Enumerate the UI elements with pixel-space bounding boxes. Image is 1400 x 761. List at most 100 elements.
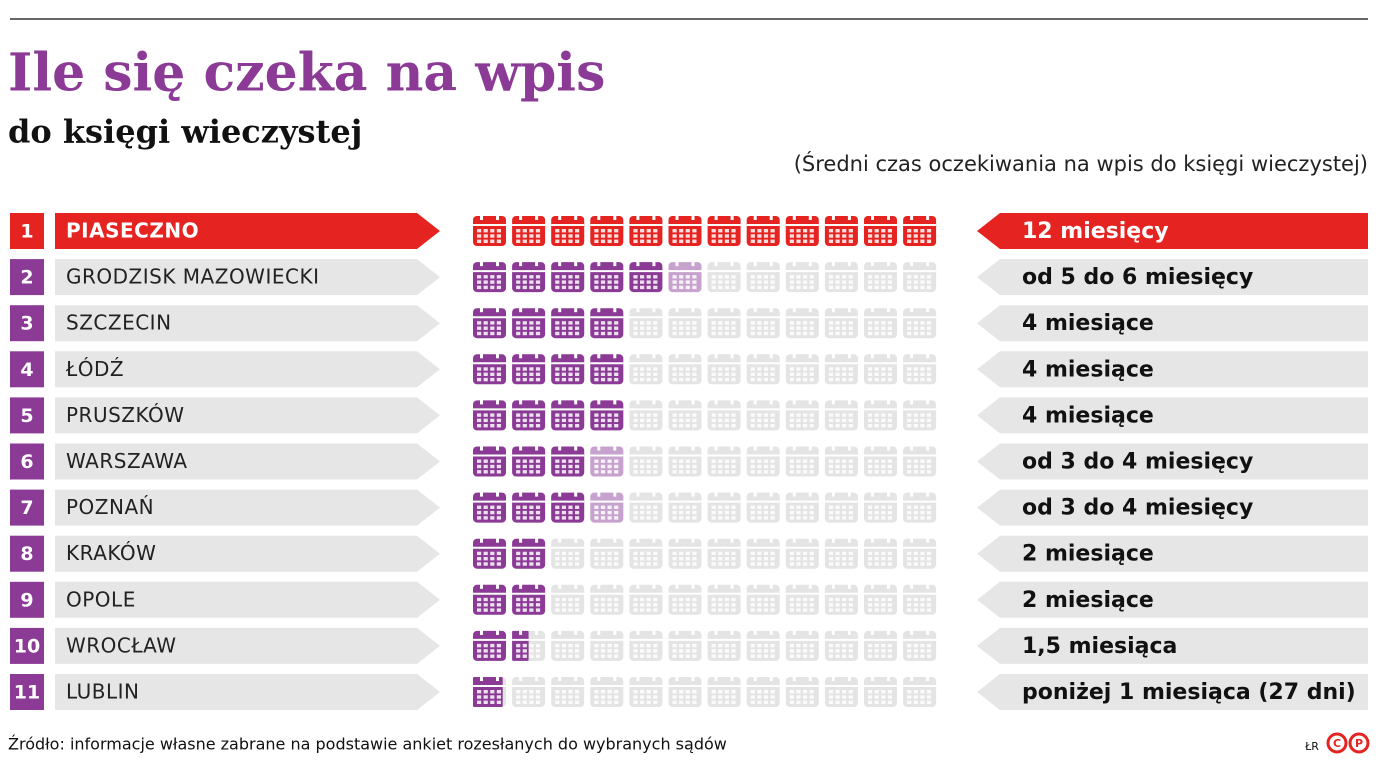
icon-cell (926, 326, 932, 330)
icon-cell (633, 654, 638, 658)
icon-ring (636, 489, 640, 497)
icon-fill (473, 354, 506, 385)
icon-fill (629, 262, 663, 293)
icon-cell (692, 649, 697, 653)
icon-fill (551, 492, 585, 523)
icon-ring (730, 213, 734, 220)
icon-cell (646, 367, 651, 371)
calendar-icon (590, 397, 624, 431)
icon-cell (529, 459, 534, 463)
label-band (55, 259, 440, 296)
calendar-icon (629, 213, 663, 246)
icon-cell (828, 649, 834, 653)
icon-cell (496, 470, 501, 474)
icon-cell (796, 603, 801, 607)
icon-ring (871, 674, 874, 681)
icon-cell (848, 643, 853, 648)
value-label: 2 miesiące (1022, 588, 1154, 613)
icon-cell (529, 608, 534, 612)
icon-cell (887, 464, 892, 469)
icon-cell (607, 413, 612, 417)
icon-cell (803, 326, 808, 330)
icon-cell (640, 597, 645, 602)
icon-cell (711, 413, 716, 417)
icon-cell (568, 643, 573, 648)
icon-cell (477, 280, 482, 284)
icon-cell (685, 424, 690, 428)
icon-cell (483, 413, 488, 417)
icon-cell (575, 608, 580, 612)
icon-cell (600, 505, 606, 509)
value-label: poniżej 1 miesiąca (27 dni) (1022, 680, 1356, 705)
icon-cell (522, 464, 527, 469)
icon-cell (907, 464, 912, 469)
icon-cell (874, 413, 879, 417)
icon-cell (555, 413, 560, 417)
icon-cell (757, 285, 762, 290)
rank: 2 (20, 267, 33, 289)
row: 4 ŁÓDŹ 4 miesiące (10, 351, 1368, 388)
icon-cell (881, 464, 886, 469)
icon-cell (907, 234, 912, 238)
icon-cell (848, 562, 853, 566)
icon-cell (750, 597, 755, 602)
icon-cell (750, 239, 755, 243)
icon-cell (718, 700, 723, 704)
icon-cell (881, 643, 886, 648)
icon-cell (646, 597, 651, 602)
icon-ring (636, 443, 640, 451)
icon-cell (600, 690, 606, 694)
icon-cell (763, 280, 769, 284)
icon-cell (516, 516, 521, 520)
icon-cell (868, 700, 873, 704)
icon-ring (535, 213, 539, 220)
icon-cell (724, 510, 729, 515)
icon-ring (808, 443, 812, 451)
icon-ring (597, 581, 601, 589)
icon-fill (668, 262, 702, 293)
icon-cell (920, 372, 925, 376)
icon-cell (640, 505, 645, 509)
icon-cell (640, 280, 645, 284)
icon-cell (640, 418, 645, 423)
icon-cell (535, 418, 541, 423)
icon-cell (803, 505, 808, 509)
icon-cell (672, 464, 677, 469)
icon-cell (692, 557, 697, 561)
icon-cell (920, 413, 925, 417)
icon-cell (522, 377, 527, 382)
icon-cell (796, 654, 801, 658)
icon-ring (675, 305, 679, 313)
icon-cell (763, 654, 769, 658)
icon-cell (926, 321, 932, 325)
icon-bg (864, 677, 897, 707)
icon-cell (718, 377, 723, 382)
calendar-icon (590, 489, 624, 523)
icon-cell (529, 321, 534, 325)
icon-cell (692, 321, 697, 325)
icon-cell (692, 597, 697, 602)
icon-cell (653, 562, 658, 566)
icon-cell (848, 597, 853, 602)
icon-fill (590, 400, 624, 431)
icon-cell (881, 372, 886, 376)
icon-cell (718, 326, 723, 330)
icon-cell (835, 603, 840, 607)
icon-ring (558, 489, 562, 497)
icon-cell (516, 229, 521, 233)
icon-cell (750, 331, 755, 336)
icon-cell (607, 510, 612, 515)
icon-cell (731, 331, 736, 336)
icon-cell (496, 321, 501, 325)
icon-ring (519, 581, 523, 589)
icon-cell (920, 654, 925, 658)
icon-cell (483, 331, 488, 336)
icon-cell (568, 459, 573, 463)
icon-cell (633, 239, 638, 243)
icon-cell (685, 331, 690, 336)
icon-cell (913, 229, 918, 233)
icon-cell (803, 562, 808, 566)
icon-cell (711, 464, 716, 469)
icon-ring (753, 259, 757, 267)
icon-cell (607, 597, 612, 602)
